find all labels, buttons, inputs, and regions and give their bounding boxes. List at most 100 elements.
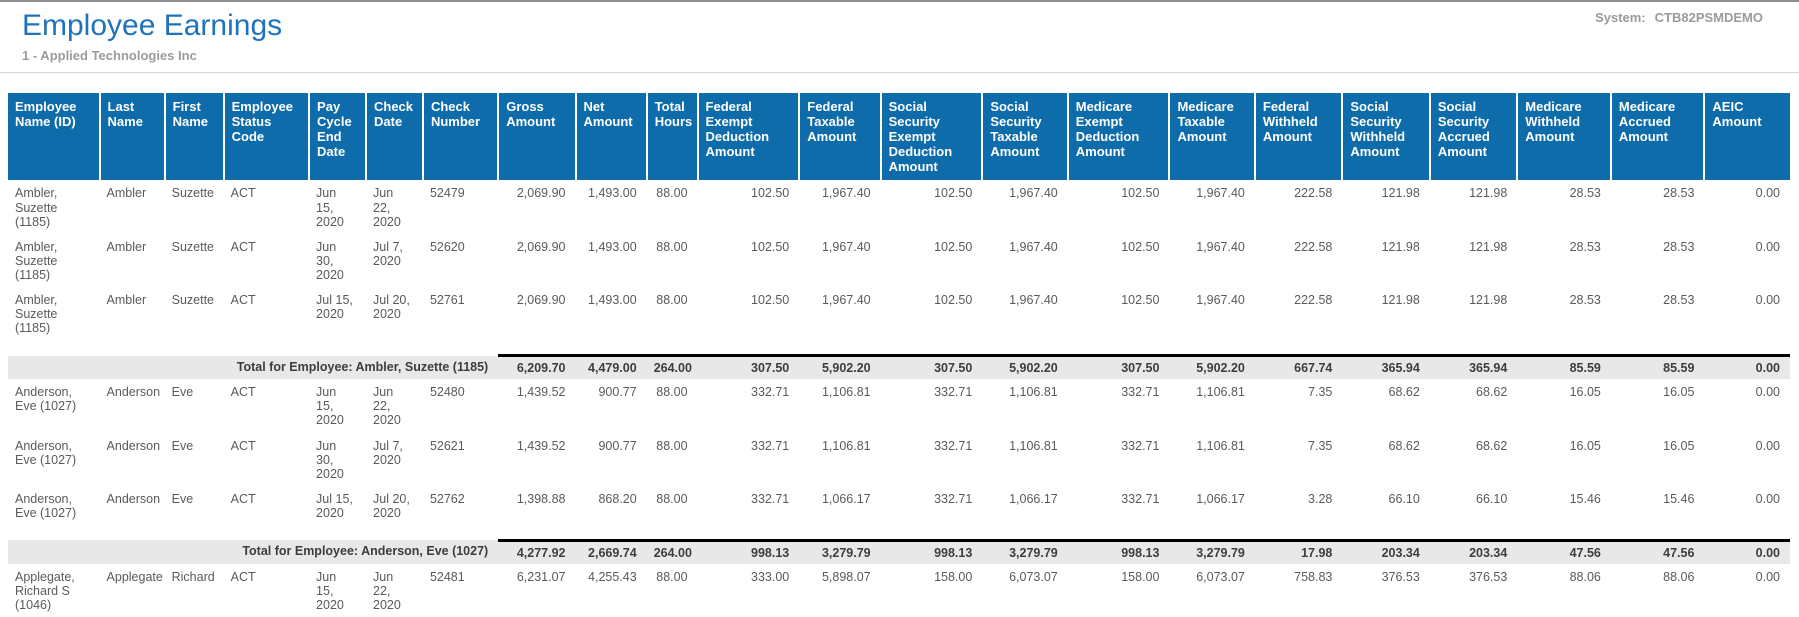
cell: Eve: [171, 491, 194, 506]
cell: Jul 15, 2020: [316, 491, 353, 521]
cell: Applegate, Richard S (1046): [15, 569, 75, 613]
cell: 1,439.52: [516, 438, 566, 453]
cell: 332.71: [751, 438, 790, 453]
cell: 0.00: [1755, 385, 1780, 400]
cell: 6,073.07: [1196, 569, 1245, 584]
cell: 52620: [429, 239, 465, 254]
cell: 88.00: [656, 491, 688, 506]
cell: 52481: [429, 569, 465, 584]
cell: 1,493.00: [588, 239, 637, 254]
header-divider: [0, 72, 1799, 73]
cell: 52762: [429, 491, 465, 506]
cell: 15.46: [1663, 491, 1695, 506]
cell: 1,967.40: [1196, 293, 1245, 308]
column-header: Social Security Accrued Amount: [1429, 93, 1519, 181]
cell: 158.00: [1121, 569, 1160, 584]
total-cell: 4,277.92: [498, 538, 576, 564]
cell: Jul 15, 2020: [316, 293, 353, 322]
column-header: Last Name: [99, 93, 166, 181]
cell: 1,967.40: [1009, 239, 1058, 254]
cell: 52761: [429, 293, 465, 308]
cell: Jun 22, 2020: [373, 569, 401, 613]
column-header: Total Hours: [646, 93, 699, 181]
cell: 332.71: [1121, 438, 1160, 453]
cell: 1,967.40: [1196, 186, 1245, 201]
cell: 222.58: [1294, 293, 1333, 308]
cell: 102.50: [751, 239, 790, 254]
cell: 28.53: [1663, 239, 1695, 254]
cell: 868.20: [598, 491, 637, 506]
cell: Ambler, Suzette (1185): [15, 239, 58, 283]
cell: Eve: [171, 438, 194, 453]
cell: 2,069.90: [516, 293, 566, 308]
total-cell: 4,479.00: [575, 354, 647, 380]
cell: 16.05: [1569, 438, 1601, 453]
cell: 332.71: [1121, 385, 1160, 400]
cell: 1,967.40: [821, 186, 871, 201]
cell: Jun 15, 2020: [316, 569, 344, 613]
cell: ACT: [230, 186, 256, 201]
cell: 28.53: [1569, 186, 1601, 201]
cell: 102.50: [1121, 239, 1160, 254]
cell: 332.71: [1121, 491, 1160, 506]
total-cell: 17.98: [1254, 538, 1343, 564]
total-row-label: Total for Employee: Anderson, Eve (1027): [8, 540, 499, 564]
cell: 66.10: [1388, 491, 1420, 506]
cell: Anderson: [106, 491, 161, 506]
total-cell: 365.94: [1342, 354, 1430, 380]
cell: Jun 22, 2020: [373, 186, 401, 229]
cell: Ambler: [106, 239, 147, 254]
cell: 332.71: [934, 491, 973, 506]
cell: 88.00: [656, 239, 688, 254]
cell: 900.77: [598, 438, 637, 453]
cell: 121.98: [1381, 186, 1420, 201]
cell: 5,898.07: [821, 569, 871, 584]
cell: 102.50: [751, 293, 790, 308]
column-header: Net Amount: [575, 93, 648, 181]
total-cell: 307.50: [880, 354, 983, 380]
cell: 1,967.40: [1009, 293, 1058, 308]
cell: Jun 30, 2020: [316, 438, 344, 481]
cell: ACT: [230, 569, 256, 584]
total-row: Total for Employee: Anderson, Eve (1027)…: [8, 538, 1790, 564]
column-header: Social Security Taxable Amount: [982, 93, 1069, 181]
cell: 68.62: [1388, 385, 1420, 400]
cell: Richard: [171, 569, 215, 584]
cell: 1,066.17: [821, 491, 871, 506]
cell: 1,967.40: [821, 293, 871, 308]
cell: 0.00: [1755, 491, 1780, 506]
column-header: Social Security Withheld Amount: [1342, 93, 1431, 181]
company-subtitle: 1 - Applied Technologies Inc: [22, 48, 197, 63]
table-row: Ambler, Suzette (1185) Ambler Suzette ACT Ju…: [8, 287, 1790, 355]
cell: 1,066.17: [1196, 491, 1245, 506]
cell: ACT: [230, 491, 256, 506]
cell: 0.00: [1755, 186, 1780, 201]
cell: 1,493.00: [588, 186, 637, 201]
column-header: First Name: [164, 93, 225, 181]
table-row: Applegate, Richard S (1046) Applegate Rich…: [8, 564, 1790, 617]
cell: 1,439.52: [516, 385, 566, 400]
column-header: Pay Cycle End Date: [309, 93, 367, 181]
cell: 1,106.81: [1196, 438, 1245, 453]
cell: 102.50: [934, 293, 973, 308]
cell: 68.62: [1476, 385, 1508, 400]
cell: 222.58: [1294, 239, 1333, 254]
column-header: Medicare Accrued Amount: [1610, 93, 1706, 181]
column-header: Federal Taxable Amount: [799, 93, 882, 181]
cell: ACT: [230, 293, 256, 308]
cell: Jun 15, 2020: [316, 385, 344, 428]
cell: 121.98: [1469, 239, 1508, 254]
cell: 121.98: [1469, 186, 1508, 201]
column-header: Social Security Exempt Deduction Amount: [880, 93, 984, 181]
cell: 3.28: [1308, 491, 1333, 506]
table-row: Ambler, Suzette (1185) Ambler Suzette ACT Ju…: [8, 180, 1790, 233]
total-row-label: Total for Employee: Ambler, Suzette (118…: [8, 355, 499, 380]
cell: 16.05: [1569, 385, 1601, 400]
total-row: Total for Employee: Ambler, Suzette (118…: [8, 354, 1790, 380]
cell: ACT: [230, 239, 256, 254]
total-cell: 3,279.79: [1169, 538, 1255, 564]
total-cell: 998.13: [1067, 538, 1170, 564]
total-cell: 0.00: [1704, 354, 1790, 380]
column-header: Check Number: [422, 93, 500, 181]
total-cell: 365.94: [1429, 354, 1518, 380]
